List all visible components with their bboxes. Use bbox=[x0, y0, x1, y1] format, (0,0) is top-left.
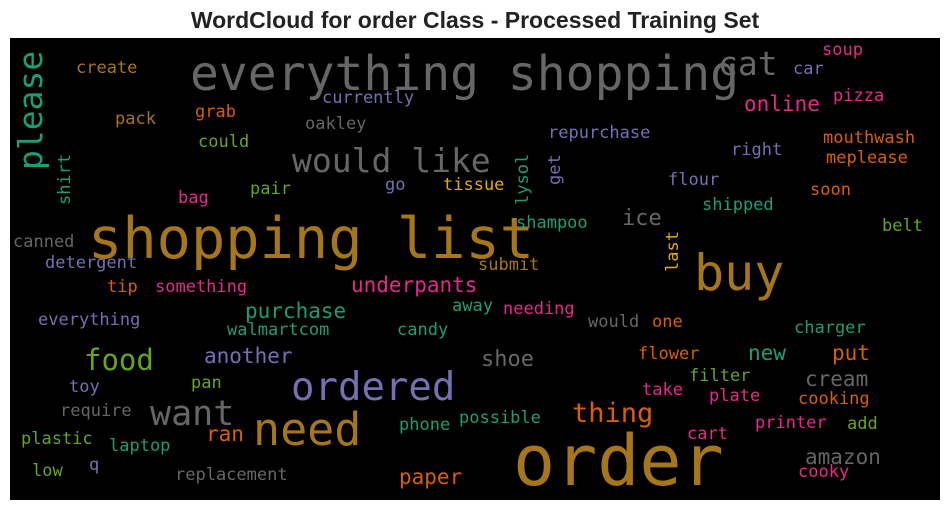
word: please bbox=[11, 51, 50, 170]
cloud-background bbox=[10, 38, 940, 500]
word: oakley bbox=[305, 114, 366, 134]
word: currently bbox=[322, 88, 414, 108]
word: candy bbox=[397, 320, 448, 340]
word: lysol bbox=[513, 154, 533, 205]
word: plate bbox=[709, 386, 760, 406]
word: q bbox=[89, 455, 99, 475]
word: one bbox=[652, 312, 683, 332]
word: create bbox=[76, 58, 137, 78]
word: order bbox=[513, 420, 724, 502]
word: toy bbox=[69, 377, 100, 397]
word: shipped bbox=[702, 195, 774, 215]
word: could bbox=[198, 132, 249, 152]
word: soon bbox=[810, 180, 851, 200]
word: get bbox=[545, 154, 565, 185]
word: shoe bbox=[481, 347, 534, 372]
word: add bbox=[847, 414, 878, 434]
word: mouthwash bbox=[823, 128, 915, 148]
word: cooky bbox=[798, 462, 849, 482]
word: go bbox=[385, 175, 405, 195]
word: need bbox=[253, 403, 361, 456]
word: put bbox=[832, 341, 870, 365]
word: flour bbox=[668, 170, 719, 190]
word: cream bbox=[805, 367, 868, 391]
word: pair bbox=[250, 179, 291, 199]
word: laptop bbox=[109, 436, 170, 456]
word: amazon bbox=[805, 445, 881, 469]
word: ordered bbox=[291, 365, 455, 410]
word: something bbox=[155, 277, 247, 297]
word: filter bbox=[689, 366, 750, 386]
word: flower bbox=[638, 344, 699, 364]
word: low bbox=[32, 461, 63, 481]
word: want bbox=[150, 394, 234, 434]
word: possible bbox=[459, 408, 541, 428]
word: submit bbox=[478, 255, 539, 275]
word: would like bbox=[292, 141, 491, 180]
word: cooking bbox=[798, 389, 870, 409]
word: canned bbox=[13, 232, 74, 252]
word: buy bbox=[694, 244, 784, 302]
word: everything bbox=[38, 310, 140, 330]
word: food bbox=[84, 343, 154, 377]
word: shirt bbox=[55, 154, 75, 205]
word: charger bbox=[794, 318, 866, 338]
word: plastic bbox=[21, 429, 93, 449]
word: repurchase bbox=[548, 123, 650, 143]
word: ran bbox=[206, 422, 244, 446]
word: grab bbox=[195, 102, 236, 122]
word: require bbox=[60, 401, 132, 421]
word: right bbox=[731, 140, 782, 160]
word: walmartcom bbox=[227, 320, 329, 340]
word: printer bbox=[755, 413, 827, 433]
word: thing bbox=[572, 398, 653, 429]
word: car bbox=[793, 59, 824, 79]
word: meplease bbox=[826, 148, 908, 168]
word: everything shopping bbox=[190, 46, 739, 102]
word: belt bbox=[882, 216, 923, 236]
word: shampoo bbox=[516, 213, 588, 233]
word: pack bbox=[115, 109, 156, 129]
word: purchase bbox=[245, 299, 346, 323]
chart-title: WordCloud for order Class - Processed Tr… bbox=[191, 7, 760, 33]
word: underpants bbox=[351, 273, 477, 297]
word: ice bbox=[622, 206, 662, 231]
word: would bbox=[588, 312, 639, 332]
word: away bbox=[452, 296, 493, 316]
word: last bbox=[663, 231, 683, 272]
word: tip bbox=[107, 277, 138, 297]
word: soup bbox=[822, 40, 863, 60]
word: cart bbox=[687, 424, 728, 444]
word: tissue bbox=[443, 175, 504, 195]
word: pizza bbox=[833, 86, 884, 106]
word: pan bbox=[191, 373, 222, 393]
word: another bbox=[204, 344, 293, 368]
word: phone bbox=[399, 415, 450, 435]
word: detergent bbox=[45, 253, 137, 273]
word: online bbox=[744, 92, 820, 116]
word: shopping list bbox=[88, 206, 534, 272]
word: new bbox=[748, 341, 786, 365]
word: paper bbox=[399, 465, 462, 489]
word: take bbox=[642, 380, 683, 400]
word: needing bbox=[503, 299, 575, 319]
word: replacement bbox=[175, 465, 288, 485]
word: bag bbox=[178, 188, 209, 208]
word: cat bbox=[718, 44, 778, 83]
